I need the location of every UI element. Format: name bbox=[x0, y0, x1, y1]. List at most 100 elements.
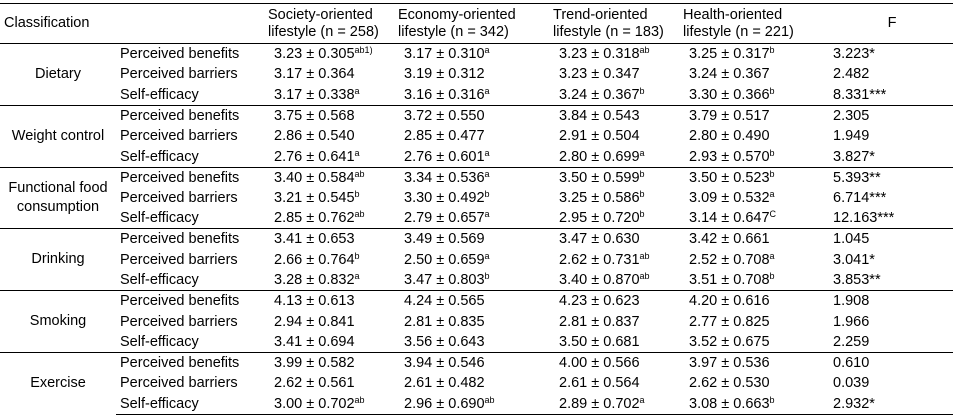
mean-sd-cell: 3.84 ± 0.543 bbox=[551, 104, 682, 126]
mean-sd-cell: 3.51 ± 0.708b bbox=[681, 270, 831, 291]
mean-sd-value: 2.76 ± 0.641 bbox=[274, 148, 355, 165]
mean-sd-cell: 4.20 ± 0.616 bbox=[681, 290, 832, 312]
mean-sd-cell: 2.77 ± 0.825 bbox=[681, 311, 831, 332]
mean-sd-cell: 2.76 ± 0.601a bbox=[396, 146, 551, 167]
mean-sd-value: 2.89 ± 0.702 bbox=[559, 395, 640, 412]
mean-sd-cell: 2.62 ± 0.530 bbox=[681, 373, 831, 394]
variable-label: Self-efficacy bbox=[120, 86, 199, 103]
header-trend-oriented: Trend-oriented lifestyle (n = 183) bbox=[553, 6, 664, 40]
mean-sd-cell: 3.30 ± 0.366b bbox=[681, 85, 831, 106]
mean-sd-cell: 3.28 ± 0.832a bbox=[266, 270, 396, 291]
mean-sd-cell: 2.66 ± 0.764b bbox=[266, 249, 396, 270]
header-economy-oriented: Economy-oriented lifestyle (n = 342) bbox=[398, 6, 516, 40]
mean-sd-value: 2.80 ± 0.490 bbox=[689, 128, 770, 145]
mean-sd-cell: 3.24 ± 0.367 bbox=[681, 64, 831, 85]
mean-sd-cell: 3.00 ± 0.702ab bbox=[266, 393, 397, 415]
table-row: Perceived barriers 3.17 ± 0.364 3.19 ± 0.3… bbox=[0, 64, 953, 85]
f-statistic: 0.610 bbox=[831, 351, 954, 373]
f-statistic: 2.259 bbox=[833, 333, 870, 350]
table-row: Perceived barriers 2.62 ± 0.561 2.61 ± 0.4… bbox=[0, 373, 953, 394]
significance-superscript: a bbox=[484, 85, 490, 96]
mean-sd-value: 3.28 ± 0.832 bbox=[274, 272, 355, 289]
mean-sd-value: 3.40 ± 0.870 bbox=[559, 272, 640, 289]
mean-sd-cell: 3.99 ± 0.582 bbox=[266, 351, 397, 373]
mean-sd-cell: 3.19 ± 0.312 bbox=[396, 64, 551, 85]
significance-superscript: b bbox=[769, 85, 775, 96]
significance-superscript: a bbox=[354, 85, 360, 96]
mean-sd-value: 2.61 ± 0.564 bbox=[559, 375, 640, 392]
mean-sd-cell: 3.41 ± 0.694 bbox=[266, 332, 396, 353]
table-row: Dietary Perceived benefits 3.23 ± 0.305ab1… bbox=[0, 43, 954, 106]
variable-label: Perceived benefits bbox=[116, 43, 267, 65]
mean-sd-cell: 2.62 ± 0.561 bbox=[266, 373, 396, 394]
mean-sd-cell: 3.25 ± 0.317b bbox=[681, 43, 832, 65]
mean-sd-value: 2.85 ± 0.477 bbox=[404, 128, 485, 145]
f-statistic: 2.305 bbox=[831, 104, 954, 126]
significance-superscript: b bbox=[769, 168, 775, 179]
group-label: Weight control bbox=[0, 104, 116, 168]
mean-sd-value: 3.75 ± 0.568 bbox=[274, 107, 355, 124]
mean-sd-value: 4.13 ± 0.613 bbox=[274, 293, 355, 310]
mean-sd-value: 2.94 ± 0.841 bbox=[274, 313, 355, 330]
table-row: Self-efficacy 3.41 ± 0.694 3.56 ± 0.643 3.5… bbox=[0, 332, 953, 353]
table-row: Weight control Perceived benefits 3.75 ± 0… bbox=[0, 104, 954, 168]
mean-sd-cell: 2.91 ± 0.504 bbox=[551, 126, 681, 147]
mean-sd-cell: 3.72 ± 0.550 bbox=[396, 104, 552, 126]
mean-sd-value: 3.50 ± 0.681 bbox=[559, 333, 640, 350]
mean-sd-cell: 3.52 ± 0.675 bbox=[681, 332, 831, 353]
significance-superscript: a bbox=[639, 147, 645, 158]
table-row: Perceived barriers 2.86 ± 0.540 2.85 ± 0.4… bbox=[0, 126, 953, 147]
mean-sd-value: 3.94 ± 0.546 bbox=[404, 354, 485, 371]
table-row: Functional food consumption Perceived ben… bbox=[0, 166, 954, 229]
mean-sd-cell: 3.21 ± 0.545b bbox=[266, 188, 396, 209]
mean-sd-value: 3.50 ± 0.523 bbox=[689, 169, 770, 186]
mean-sd-value: 3.41 ± 0.694 bbox=[274, 333, 355, 350]
significance-superscript: b bbox=[639, 188, 645, 199]
significance-superscript: a bbox=[484, 209, 490, 220]
mean-sd-value: 3.24 ± 0.367 bbox=[559, 86, 640, 103]
mean-sd-value: 3.25 ± 0.317 bbox=[689, 46, 770, 63]
mean-sd-cell: 2.86 ± 0.540 bbox=[266, 126, 396, 147]
f-statistic: 1.045 bbox=[831, 228, 954, 250]
mean-sd-cell: 2.85 ± 0.762ab bbox=[266, 208, 396, 229]
significance-superscript: a bbox=[484, 168, 490, 179]
group-label: Exercise bbox=[0, 351, 116, 415]
mean-sd-cell: 2.61 ± 0.564 bbox=[551, 373, 681, 394]
mean-sd-value: 3.17 ± 0.310 bbox=[404, 46, 485, 63]
mean-sd-cell: 3.75 ± 0.568 bbox=[266, 104, 397, 126]
mean-sd-value: 3.42 ± 0.661 bbox=[689, 231, 770, 248]
f-statistic: 2.932* bbox=[831, 393, 954, 415]
mean-sd-cell: 2.80 ± 0.490 bbox=[681, 126, 831, 147]
variable-label: Self-efficacy bbox=[120, 148, 199, 165]
mean-sd-cell: 2.81 ± 0.837 bbox=[551, 311, 681, 332]
mean-sd-value: 2.52 ± 0.708 bbox=[689, 251, 770, 268]
significance-superscript: b bbox=[639, 209, 645, 220]
mean-sd-cell: 3.17 ± 0.338a bbox=[266, 85, 396, 106]
mean-sd-cell: 3.30 ± 0.492b bbox=[396, 188, 551, 209]
significance-superscript: ab bbox=[639, 45, 650, 56]
mean-sd-cell: 3.97 ± 0.536 bbox=[681, 351, 832, 373]
mean-sd-value: 3.79 ± 0.517 bbox=[689, 107, 770, 124]
header-health-oriented: Health-oriented lifestyle (n = 221) bbox=[683, 6, 794, 40]
variable-label: Self-efficacy bbox=[120, 272, 199, 289]
group-label: Dietary bbox=[0, 43, 116, 106]
mean-sd-cell: 3.24 ± 0.367b bbox=[551, 85, 681, 106]
f-statistic: 12.163*** bbox=[833, 210, 895, 227]
mean-sd-cell: 3.17 ± 0.310a bbox=[396, 43, 552, 65]
variable-label: Perceived benefits bbox=[116, 104, 267, 126]
significance-superscript: b bbox=[484, 271, 490, 282]
significance-superscript: ab bbox=[354, 394, 365, 405]
mean-sd-value: 2.91 ± 0.504 bbox=[559, 128, 640, 145]
mean-sd-value: 4.20 ± 0.616 bbox=[689, 293, 770, 310]
table-body: Dietary Perceived benefits 3.23 ± 0.305ab1… bbox=[0, 43, 954, 415]
mean-sd-value: 3.24 ± 0.367 bbox=[689, 66, 770, 83]
mean-sd-value: 4.23 ± 0.623 bbox=[559, 293, 640, 310]
mean-sd-value: 3.97 ± 0.536 bbox=[689, 354, 770, 371]
significance-superscript: a bbox=[484, 147, 490, 158]
group-label: Functional food consumption bbox=[0, 166, 116, 229]
header-row: Classification Society-oriented lifestyl… bbox=[0, 3, 954, 44]
mean-sd-value: 2.81 ± 0.837 bbox=[559, 313, 640, 330]
significance-superscript: b bbox=[354, 250, 360, 261]
significance-superscript: a bbox=[769, 188, 775, 199]
